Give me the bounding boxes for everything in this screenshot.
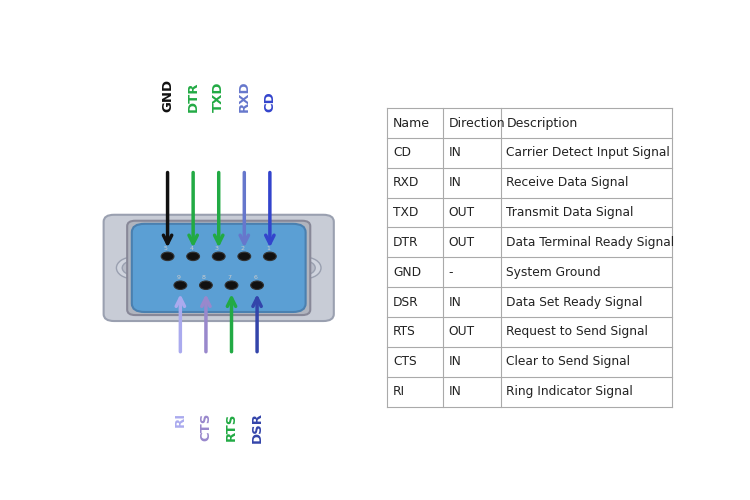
Text: CTS: CTS: [393, 355, 417, 368]
Text: 7: 7: [227, 274, 232, 280]
Text: RI: RI: [393, 385, 405, 398]
Circle shape: [187, 252, 200, 260]
Text: DTR: DTR: [393, 236, 418, 249]
Text: Carrier Detect Input Signal: Carrier Detect Input Signal: [506, 146, 670, 160]
Text: Data Terminal Ready Signal: Data Terminal Ready Signal: [506, 236, 674, 249]
Circle shape: [200, 281, 212, 289]
Text: Clear to Send Signal: Clear to Send Signal: [506, 355, 631, 368]
Text: DSR: DSR: [251, 412, 263, 444]
Text: RI: RI: [174, 412, 187, 428]
Text: CTS: CTS: [200, 412, 212, 440]
FancyBboxPatch shape: [132, 224, 305, 312]
Text: Receive Data Signal: Receive Data Signal: [506, 176, 628, 189]
Circle shape: [116, 257, 149, 278]
Text: RTS: RTS: [393, 326, 416, 338]
Circle shape: [174, 281, 187, 289]
Text: Description: Description: [506, 116, 578, 130]
Text: System Ground: System Ground: [506, 266, 601, 278]
Text: 9: 9: [176, 274, 181, 280]
Circle shape: [212, 252, 225, 260]
Text: Name: Name: [393, 116, 430, 130]
Text: IN: IN: [448, 176, 461, 189]
Text: DSR: DSR: [393, 296, 418, 308]
Text: IN: IN: [448, 355, 461, 368]
Text: Request to Send Signal: Request to Send Signal: [506, 326, 648, 338]
Text: TXD: TXD: [212, 82, 225, 112]
FancyBboxPatch shape: [104, 215, 334, 321]
FancyBboxPatch shape: [128, 220, 310, 315]
Text: 4: 4: [189, 246, 194, 251]
Circle shape: [225, 281, 238, 289]
Text: TXD: TXD: [393, 206, 418, 219]
Text: RXD: RXD: [393, 176, 419, 189]
Text: DTR: DTR: [187, 82, 200, 112]
Text: Ring Indicator Signal: Ring Indicator Signal: [506, 385, 633, 398]
Text: Transmit Data Signal: Transmit Data Signal: [506, 206, 634, 219]
Text: 1: 1: [266, 246, 270, 251]
Text: GND: GND: [393, 266, 422, 278]
Circle shape: [294, 261, 315, 275]
Circle shape: [238, 252, 250, 260]
Circle shape: [251, 281, 263, 289]
Text: RXD: RXD: [238, 80, 250, 112]
Text: Direction: Direction: [448, 116, 505, 130]
Text: IN: IN: [448, 296, 461, 308]
Text: 5: 5: [164, 246, 167, 251]
Circle shape: [161, 252, 174, 260]
Text: 8: 8: [202, 274, 206, 280]
Text: GND: GND: [161, 79, 174, 112]
Text: CD: CD: [393, 146, 411, 160]
Text: 3: 3: [214, 246, 219, 251]
Text: IN: IN: [448, 146, 461, 160]
Text: 2: 2: [241, 246, 244, 251]
Text: OUT: OUT: [448, 236, 475, 249]
Text: CD: CD: [263, 91, 276, 112]
Circle shape: [289, 257, 321, 278]
Text: OUT: OUT: [448, 326, 475, 338]
Text: 6: 6: [254, 274, 257, 280]
Circle shape: [263, 252, 276, 260]
Text: IN: IN: [448, 385, 461, 398]
Circle shape: [122, 261, 143, 275]
Text: RTS: RTS: [225, 412, 238, 440]
Text: Data Set Ready Signal: Data Set Ready Signal: [506, 296, 643, 308]
Text: -: -: [448, 266, 453, 278]
Text: OUT: OUT: [448, 206, 475, 219]
